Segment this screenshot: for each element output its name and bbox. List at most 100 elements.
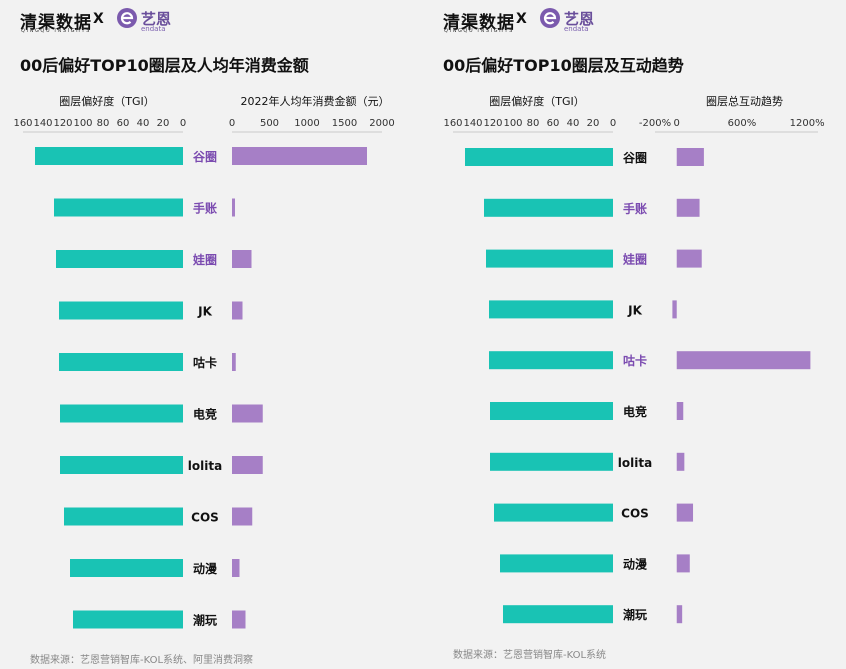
right-tick-label: 0 [674, 118, 680, 129]
metric-bar [676, 198, 700, 217]
right-axis-label: 2022年人均年消费金额（元） [241, 94, 390, 108]
tgi-bar [486, 249, 613, 268]
category-label: COS [191, 511, 219, 525]
tgi-bar [490, 452, 613, 471]
left-tick-label: 0 [180, 118, 186, 129]
left-tick-label: 60 [117, 118, 130, 129]
tgi-bar [60, 404, 183, 423]
data-source-note: 数据来源：艺恩营销智库-KOL系统 [453, 650, 607, 661]
right-tick-label: 500 [260, 118, 279, 129]
metric-bar [232, 610, 246, 629]
metric-bar [232, 353, 236, 371]
category-label: 咕卡 [623, 353, 647, 368]
right-tick-label: -200% [639, 118, 671, 129]
left-tick-label: 20 [157, 118, 170, 129]
metric-bar [676, 402, 684, 420]
metric-bar [676, 452, 685, 471]
tgi-bar [490, 402, 613, 420]
left-tick-label: 20 [587, 118, 600, 129]
tgi-bar [494, 503, 613, 522]
right-tick-label: 1000 [294, 118, 319, 129]
left-tick-label: 80 [527, 118, 540, 129]
right-tick-label: 1200% [790, 118, 825, 129]
metric-bar [232, 301, 243, 320]
brand-separator: X [93, 11, 104, 27]
right-tick-label: 600% [728, 118, 757, 129]
tgi-bar [35, 147, 183, 165]
category-label: 谷圈 [193, 149, 217, 164]
metric-bar [232, 147, 367, 165]
tgi-bar [64, 507, 183, 526]
qingqu-logo: 清渠数据 [20, 13, 92, 33]
category-label: lolita [188, 459, 222, 473]
category-label: 电竞 [193, 407, 217, 422]
left-axis-label: 圈层偏好度（TGI） [59, 94, 155, 108]
metric-bar [232, 250, 252, 268]
tgi-bar [489, 300, 613, 319]
metric-bar [676, 249, 702, 268]
endata-logo: 艺恩 [141, 10, 172, 28]
left-tick-label: 100 [73, 118, 92, 129]
tgi-bar [500, 554, 613, 573]
left-tick-label: 160 [13, 118, 32, 129]
category-label: 电竞 [623, 404, 647, 419]
tgi-bar [70, 559, 183, 577]
metric-bar [676, 148, 704, 166]
category-label: 动漫 [193, 561, 218, 576]
metric-bar [232, 456, 263, 474]
metric-bar [232, 559, 240, 577]
right-tick-label: 1500 [332, 118, 357, 129]
tgi-bar [489, 351, 613, 370]
metric-bar [232, 198, 235, 217]
category-label: JK [197, 305, 212, 319]
endata-logo-icon [540, 8, 560, 28]
left-tick-label: 120 [483, 118, 502, 129]
tgi-bar [465, 148, 613, 166]
qingqu-logo-subtitle: QINGQU INSIGHTS [444, 28, 514, 34]
right-tick-label: 2000 [369, 118, 394, 129]
chart-title: 00后偏好TOP10圈层及人均年消费金额 [20, 56, 309, 75]
left-tick-label: 120 [53, 118, 72, 129]
metric-bar [676, 554, 690, 573]
category-label: 谷圈 [623, 150, 647, 165]
left-tick-label: 40 [567, 118, 580, 129]
metric-bar [232, 507, 253, 526]
left-axis-label: 圈层偏好度（TGI） [489, 94, 585, 108]
tgi-bar [503, 605, 613, 624]
category-label: 潮玩 [623, 607, 647, 622]
category-label: 娃圈 [622, 252, 647, 267]
metric-bar [676, 503, 694, 522]
category-label: 手账 [193, 201, 217, 216]
category-label: JK [627, 303, 642, 317]
tgi-bar [56, 250, 183, 268]
right-axis-label: 圈层总互动趋势 [706, 94, 783, 108]
left-tick-label: 60 [547, 118, 560, 129]
metric-bar [676, 351, 811, 370]
metric-bar [672, 300, 677, 319]
panel-interaction: 清渠数据 QINGQU INSIGHTS X 艺恩 endata 00后偏好TO… [423, 0, 846, 669]
endata-logo-icon [117, 8, 137, 28]
tgi-bar [484, 198, 613, 217]
category-label: 潮玩 [193, 613, 217, 628]
qingqu-logo-subtitle: QINGQU INSIGHTS [21, 28, 91, 34]
left-tick-label: 40 [137, 118, 150, 129]
metric-bar [676, 605, 683, 624]
left-tick-label: 140 [463, 118, 482, 129]
metric-bar [232, 404, 263, 423]
chart-title: 00后偏好TOP10圈层及互动趋势 [443, 56, 684, 75]
tgi-bar [73, 610, 183, 629]
category-label: 动漫 [623, 556, 648, 571]
brand-separator: X [516, 11, 527, 27]
left-tick-label: 140 [33, 118, 52, 129]
tgi-bar [59, 301, 183, 320]
left-tick-label: 160 [443, 118, 462, 129]
left-tick-label: 100 [503, 118, 522, 129]
data-source-note: 数据来源：艺恩营销智库-KOL系统、阿里消费洞察 [30, 655, 254, 666]
tgi-bar [60, 456, 183, 474]
tgi-bar [54, 198, 183, 217]
endata-logo-subtitle: endata [564, 25, 589, 33]
chart-consumption: 圈层偏好度（TGI） 160 140 120 100 80 60 40 20 0 2022年人均年消… [13, 94, 395, 629]
right-tick-label: 0 [229, 118, 235, 129]
endata-logo-subtitle: endata [141, 25, 166, 33]
endata-logo: 艺恩 [564, 10, 595, 28]
